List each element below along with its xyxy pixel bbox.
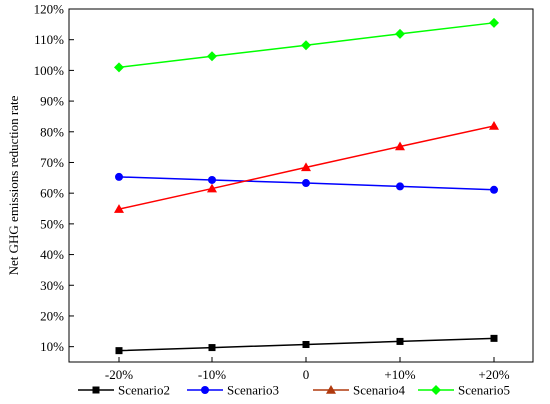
square-marker-icon (92, 386, 100, 394)
data-point (207, 183, 217, 193)
x-tick-label: -10% (198, 367, 226, 382)
y-tick-label: 80% (40, 124, 64, 139)
series-scenario2 (115, 334, 498, 355)
data-point (490, 334, 498, 342)
circle-marker-icon (201, 386, 209, 394)
data-point (396, 182, 404, 191)
series-scenario4 (114, 120, 499, 213)
data-point (115, 347, 123, 355)
legend-item-scenario5: Scenario5 (418, 383, 510, 398)
y-tick-label: 40% (40, 247, 64, 262)
data-point (301, 162, 311, 172)
data-point (489, 120, 499, 130)
y-tick-label: 70% (40, 155, 64, 170)
y-tick-label: 110% (34, 32, 64, 47)
data-point (302, 341, 310, 349)
data-point (396, 337, 404, 345)
y-tick-label: 60% (40, 186, 64, 201)
series-layer (114, 17, 499, 355)
data-point (395, 141, 405, 151)
y-tick-label: 120% (34, 2, 65, 17)
y-tick-label: 30% (40, 278, 64, 293)
legend-item-scenario3: Scenario3 (187, 383, 279, 398)
data-point (395, 28, 405, 39)
x-tick-label: +20% (478, 367, 509, 382)
x-tick-label: +10% (384, 367, 415, 382)
axes (68, 8, 534, 363)
data-point (207, 51, 217, 62)
y-axis-title-group: Net GHG emissions reduction rate (6, 95, 21, 275)
legend-item-scenario4: Scenario4 (313, 383, 405, 398)
data-point (489, 17, 499, 28)
legend-label: Scenario4 (353, 383, 405, 398)
y-tick-label: 100% (34, 63, 65, 78)
data-point (114, 204, 124, 213)
data-point (490, 185, 498, 194)
triangle-marker-icon (326, 385, 336, 394)
series-scenario3 (115, 172, 498, 194)
x-tick-label: -20% (105, 367, 133, 382)
y-tick-label: 10% (40, 339, 64, 354)
tick-marks: 10% 20% 30% 40% 50% 60% 70% 80% 90% 100% 110% 120% -… (34, 2, 510, 383)
legend-item-scenario2: Scenario2 (78, 383, 170, 398)
legend-label: Scenario5 (458, 383, 510, 398)
legend-label: Scenario3 (227, 383, 279, 398)
legend: Scenario2 Scenario3 Scenario4 Scenario5 (78, 383, 510, 398)
y-tick-label: 20% (40, 308, 64, 323)
y-tick-label: 90% (40, 94, 64, 109)
legend-label: Scenario2 (118, 383, 170, 398)
y-tick-label: 50% (40, 216, 64, 231)
data-point (301, 40, 311, 51)
data-point (114, 62, 124, 73)
data-point (208, 175, 216, 184)
data-point (115, 172, 123, 181)
data-point (208, 344, 216, 352)
data-point (302, 179, 310, 188)
x-tick-label: 0 (303, 367, 310, 382)
series-scenario5 (114, 17, 499, 73)
y-axis-title: Net GHG emissions reduction rate (6, 95, 21, 275)
diamond-marker-icon (431, 385, 441, 395)
plot-frame (68, 8, 534, 363)
